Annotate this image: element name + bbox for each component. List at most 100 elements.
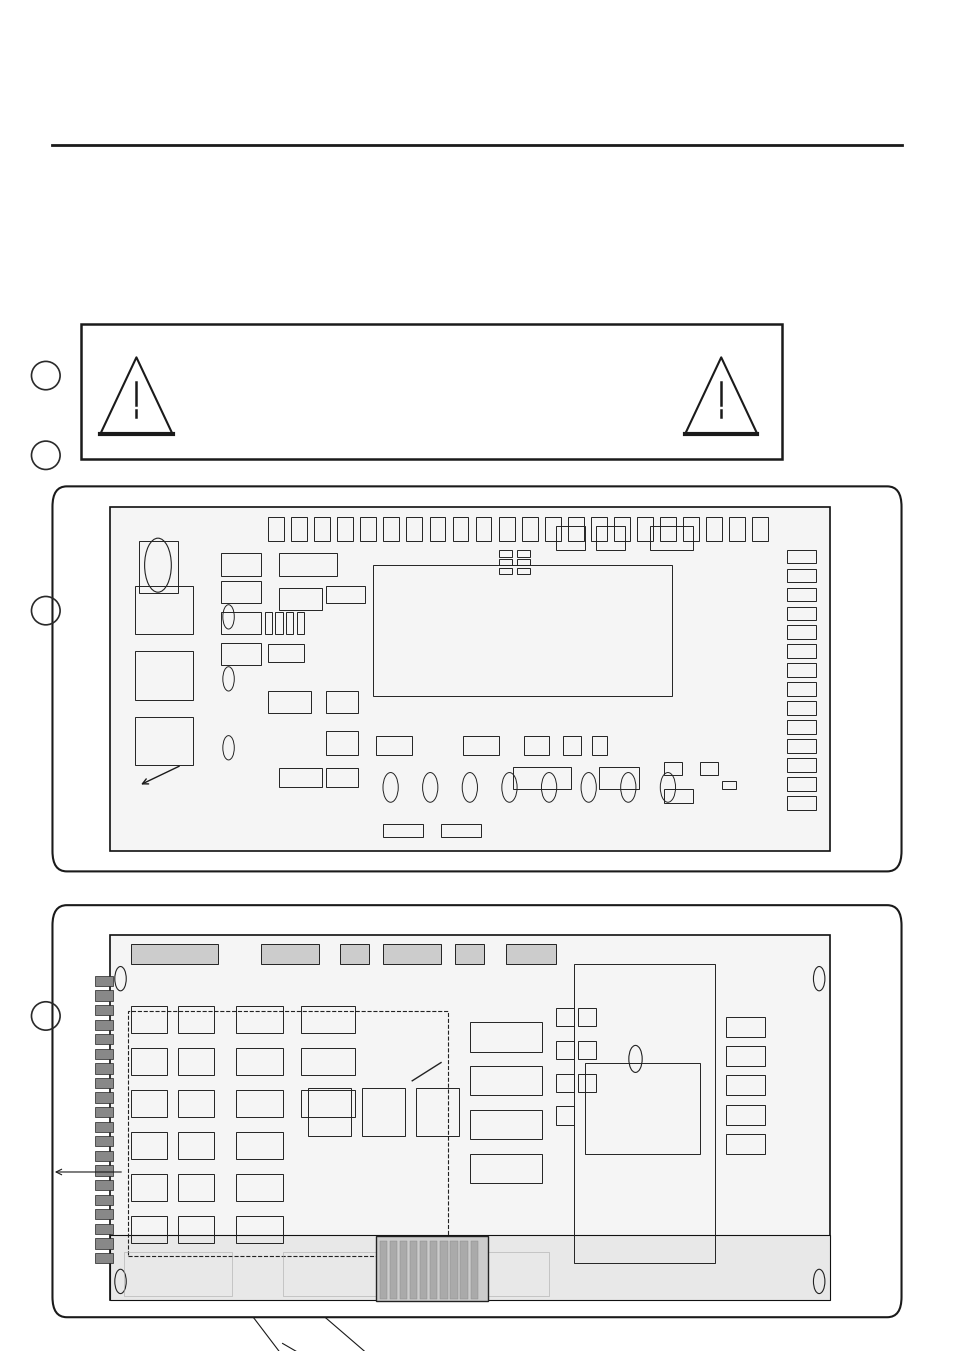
Bar bbox=[786, 758, 815, 771]
Bar bbox=[286, 612, 294, 634]
Bar bbox=[469, 1154, 541, 1183]
Bar bbox=[261, 944, 318, 965]
Bar bbox=[95, 1179, 113, 1190]
Bar bbox=[95, 1106, 113, 1117]
Bar bbox=[521, 517, 537, 540]
Bar bbox=[556, 1040, 574, 1059]
Bar bbox=[786, 796, 815, 809]
Bar bbox=[663, 762, 681, 775]
Bar bbox=[95, 1063, 113, 1074]
Bar bbox=[721, 781, 736, 789]
Bar bbox=[81, 324, 781, 459]
Bar bbox=[513, 767, 570, 789]
Bar bbox=[725, 1046, 764, 1066]
Bar bbox=[95, 1034, 113, 1044]
Bar bbox=[325, 586, 365, 603]
Bar bbox=[282, 1252, 390, 1296]
Bar bbox=[95, 1048, 113, 1059]
Bar bbox=[268, 644, 304, 662]
Bar bbox=[592, 736, 606, 755]
Bar bbox=[178, 1216, 213, 1243]
Bar bbox=[95, 1136, 113, 1147]
Bar bbox=[95, 1078, 113, 1088]
Bar bbox=[278, 769, 322, 788]
Bar bbox=[663, 789, 693, 802]
Bar bbox=[725, 1133, 764, 1154]
Bar bbox=[614, 517, 629, 540]
Bar bbox=[574, 965, 714, 1263]
Bar bbox=[178, 1048, 213, 1075]
Bar bbox=[659, 517, 675, 540]
Bar bbox=[124, 1252, 232, 1296]
Bar bbox=[95, 1166, 113, 1175]
Bar bbox=[235, 1216, 282, 1243]
Bar bbox=[275, 612, 282, 634]
Bar bbox=[221, 643, 261, 665]
Bar bbox=[221, 553, 261, 576]
Bar bbox=[700, 762, 718, 775]
Bar bbox=[95, 1194, 113, 1205]
Bar bbox=[567, 517, 583, 540]
Bar bbox=[462, 736, 498, 755]
Bar bbox=[682, 517, 699, 540]
Bar bbox=[95, 1224, 113, 1233]
Bar bbox=[584, 1062, 700, 1154]
Bar bbox=[440, 1240, 447, 1298]
Bar bbox=[110, 935, 829, 1300]
Bar bbox=[725, 1075, 764, 1096]
Bar bbox=[523, 736, 549, 755]
Bar bbox=[132, 944, 217, 965]
Bar bbox=[95, 1121, 113, 1132]
Bar bbox=[178, 1132, 213, 1159]
Bar bbox=[138, 540, 178, 593]
Bar bbox=[498, 550, 511, 557]
Bar bbox=[132, 1132, 167, 1159]
Bar bbox=[786, 701, 815, 715]
Bar bbox=[452, 517, 468, 540]
Bar bbox=[705, 517, 721, 540]
Bar bbox=[517, 567, 529, 574]
Bar bbox=[296, 612, 304, 634]
Bar bbox=[235, 1090, 282, 1117]
Bar bbox=[440, 824, 480, 838]
Bar bbox=[325, 731, 357, 755]
Bar bbox=[598, 767, 639, 789]
Bar bbox=[95, 1151, 113, 1161]
Bar bbox=[178, 1174, 213, 1201]
Bar bbox=[132, 1090, 167, 1117]
Bar bbox=[440, 1252, 549, 1296]
Bar bbox=[649, 526, 693, 550]
Bar bbox=[134, 586, 193, 634]
Bar bbox=[95, 1252, 113, 1263]
Bar bbox=[379, 1240, 387, 1298]
Bar bbox=[544, 517, 560, 540]
Bar bbox=[95, 1020, 113, 1029]
Bar bbox=[314, 517, 330, 540]
Bar bbox=[268, 690, 311, 713]
Bar bbox=[300, 1090, 355, 1117]
Bar bbox=[399, 1240, 407, 1298]
Bar bbox=[340, 944, 369, 965]
Bar bbox=[786, 626, 815, 639]
Bar bbox=[360, 517, 375, 540]
Bar bbox=[375, 736, 412, 755]
Bar bbox=[786, 663, 815, 677]
Bar bbox=[300, 1006, 355, 1034]
Bar bbox=[235, 1048, 282, 1075]
Bar bbox=[416, 1088, 458, 1135]
Bar bbox=[235, 1132, 282, 1159]
Bar bbox=[95, 1239, 113, 1248]
Bar bbox=[132, 1216, 167, 1243]
Bar bbox=[786, 644, 815, 658]
Bar bbox=[596, 526, 624, 550]
Bar bbox=[786, 682, 815, 696]
Bar bbox=[578, 1040, 596, 1059]
Bar bbox=[725, 1017, 764, 1038]
Bar bbox=[110, 1235, 829, 1300]
Bar bbox=[383, 824, 422, 838]
Bar bbox=[637, 517, 652, 540]
Bar bbox=[95, 1209, 113, 1220]
Bar bbox=[291, 517, 307, 540]
Bar bbox=[235, 1174, 282, 1201]
Bar bbox=[337, 517, 353, 540]
